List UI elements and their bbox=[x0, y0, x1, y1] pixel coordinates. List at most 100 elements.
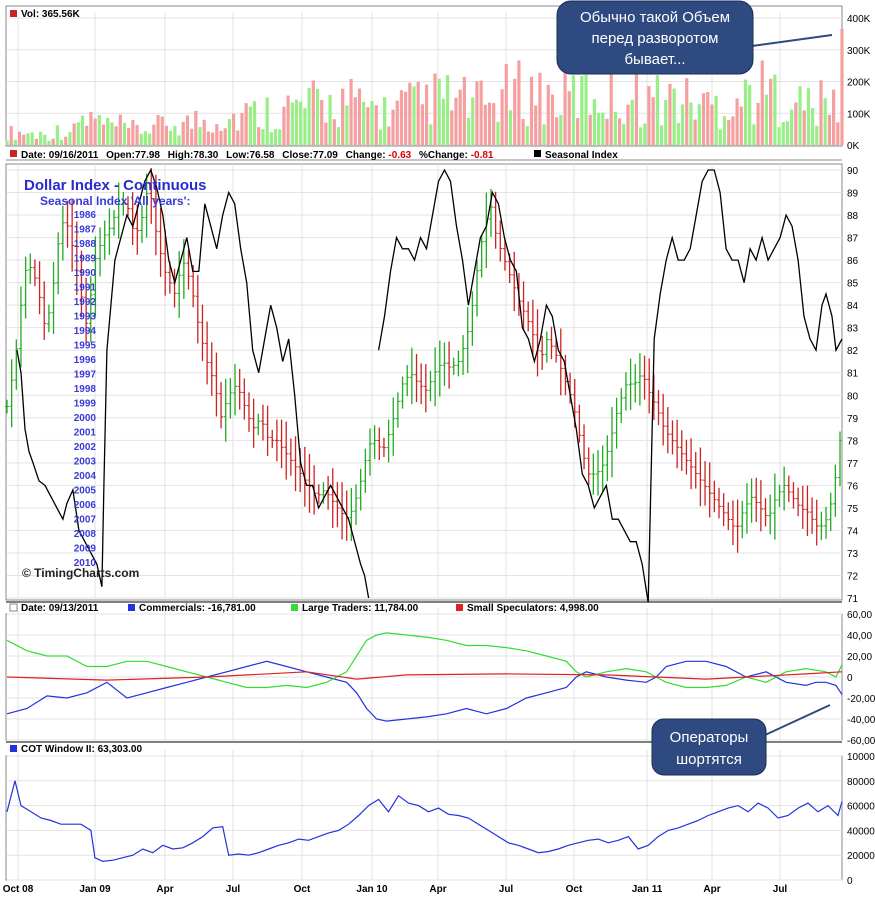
copyright: © TimingCharts.com bbox=[22, 566, 139, 580]
volume-bar bbox=[664, 99, 668, 145]
volume-bar bbox=[534, 105, 538, 145]
seasonal-year-label: 2001 bbox=[74, 428, 97, 439]
x-axis-ticks: Oct 08 Jan 09 Apr Jul Oct Jan 10 Apr Jul Oct Jan … bbox=[3, 884, 788, 895]
volume-bar bbox=[34, 138, 38, 145]
volume-bar bbox=[500, 89, 504, 145]
price-change-label: Change: bbox=[346, 150, 386, 161]
volume-bar bbox=[613, 111, 618, 145]
volume-bar bbox=[433, 73, 437, 145]
y-tick-label: 0 bbox=[847, 673, 853, 684]
annotation-volume-line-3: бывает... bbox=[624, 51, 685, 68]
volume-bar bbox=[282, 106, 286, 145]
volume-bar bbox=[529, 76, 534, 145]
volume-bar bbox=[651, 97, 655, 145]
volume-bar bbox=[634, 74, 638, 145]
volume-bar bbox=[76, 122, 80, 145]
volume-bar bbox=[26, 133, 30, 145]
annotation-volume-pointer bbox=[751, 34, 833, 47]
volume-bar bbox=[261, 129, 265, 145]
y-tick-label: 87 bbox=[847, 234, 859, 245]
volume-info-text: Vol: 365.56K bbox=[21, 9, 81, 20]
volume-bar bbox=[521, 118, 525, 145]
volume-bar bbox=[555, 117, 559, 145]
volume-bar bbox=[278, 129, 282, 145]
volume-bar bbox=[756, 102, 760, 145]
volume-bar bbox=[458, 89, 462, 145]
cot-window-line bbox=[6, 780, 843, 863]
volume-bar bbox=[827, 114, 832, 145]
volume-bar bbox=[597, 112, 601, 145]
volume-bar bbox=[802, 110, 806, 145]
y-tick-label: 88 bbox=[847, 211, 859, 222]
y-tick-label: 40,00 bbox=[847, 631, 872, 642]
annotation-volume-bubble bbox=[556, 0, 754, 75]
volume-bar bbox=[689, 102, 693, 145]
volume-bar bbox=[303, 108, 307, 145]
seasonal-year-label: 1994 bbox=[74, 326, 97, 337]
y-tick-label: 78 bbox=[847, 436, 859, 447]
annotation-operators-pointer bbox=[764, 704, 831, 736]
y-tick-label: 85 bbox=[847, 279, 859, 290]
volume-bar bbox=[513, 78, 517, 145]
y-tick-label: 80000 bbox=[847, 777, 875, 788]
y-tick-label: 200K bbox=[847, 78, 871, 89]
seasonal-year-label: 1996 bbox=[74, 355, 97, 366]
volume-bar bbox=[383, 97, 387, 145]
x-tick-label: Jul bbox=[773, 884, 788, 895]
seasonal-index-line bbox=[16, 168, 843, 603]
volume-bar bbox=[676, 122, 680, 145]
volume-bar bbox=[462, 76, 466, 145]
volume-bar bbox=[584, 74, 588, 145]
annotation-volume-line-2: перед разворотом bbox=[592, 30, 719, 47]
volume-bar bbox=[13, 139, 17, 145]
volume-bar bbox=[311, 80, 315, 145]
y-tick-label: 86 bbox=[847, 256, 859, 267]
volume-bar bbox=[655, 75, 659, 145]
volume-bar bbox=[315, 88, 320, 145]
volume-bar bbox=[416, 81, 420, 145]
volume-bar bbox=[299, 101, 303, 145]
volume-bar bbox=[693, 119, 697, 145]
volume-bar bbox=[601, 112, 605, 145]
cot-lines bbox=[6, 632, 843, 722]
y-tick-label: 60000 bbox=[847, 802, 875, 813]
chart-subtitle: Seasonal Index 'All years': bbox=[40, 194, 190, 208]
volume-bar bbox=[349, 78, 353, 145]
x-tick-label: Jul bbox=[499, 884, 514, 895]
volume-bar bbox=[190, 128, 194, 145]
y-tick-label: 77 bbox=[847, 459, 859, 470]
y-tick-label: 90 bbox=[847, 166, 859, 177]
y-tick-label: 400K bbox=[847, 14, 871, 25]
seasonal-year-label: 2004 bbox=[74, 471, 97, 482]
y-tick-label: 300K bbox=[847, 46, 871, 57]
volume-bar bbox=[504, 64, 508, 145]
volume-bar bbox=[492, 103, 496, 145]
y-tick-label: 74 bbox=[847, 526, 859, 537]
seasonal-year-label: 2002 bbox=[74, 442, 97, 453]
y-tick-label: 40000 bbox=[847, 826, 875, 837]
volume-bar bbox=[177, 135, 181, 145]
volume-bar bbox=[404, 91, 408, 145]
seasonal-year-label: 1986 bbox=[74, 210, 97, 221]
y-tick-label: 89 bbox=[847, 189, 859, 200]
price-pct-value: -0.81 bbox=[471, 150, 494, 161]
volume-bar bbox=[139, 133, 143, 145]
volume-bar bbox=[30, 132, 34, 145]
volume-bar bbox=[64, 136, 68, 145]
y-tick-label: 20,00 bbox=[847, 652, 872, 663]
volume-bar bbox=[290, 102, 294, 145]
volume-bar bbox=[722, 116, 727, 145]
seasonal-year-label: 1995 bbox=[74, 341, 97, 352]
volume-bar bbox=[697, 104, 701, 145]
volume-bar bbox=[387, 126, 391, 145]
volume-bar bbox=[357, 88, 362, 145]
y-tick-label: 60,00 bbox=[847, 610, 872, 621]
volume-bar bbox=[475, 81, 479, 145]
volume-bar bbox=[198, 127, 202, 145]
x-tick-label: Jan 11 bbox=[632, 884, 663, 895]
volume-bar bbox=[110, 122, 114, 145]
y-tick-label: 80 bbox=[847, 391, 859, 402]
volume-bar bbox=[206, 131, 211, 145]
volume-bar bbox=[408, 82, 412, 145]
x-tick-label: Oct bbox=[566, 884, 583, 895]
